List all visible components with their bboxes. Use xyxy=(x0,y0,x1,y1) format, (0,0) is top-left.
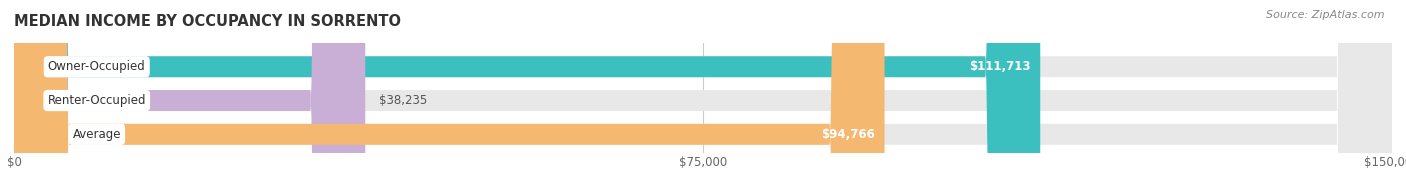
FancyBboxPatch shape xyxy=(14,0,366,196)
FancyBboxPatch shape xyxy=(14,0,1392,196)
Text: $94,766: $94,766 xyxy=(821,128,876,141)
FancyBboxPatch shape xyxy=(14,0,884,196)
FancyBboxPatch shape xyxy=(14,0,1392,196)
Text: Owner-Occupied: Owner-Occupied xyxy=(48,60,146,73)
FancyBboxPatch shape xyxy=(14,0,1392,196)
Text: $38,235: $38,235 xyxy=(380,94,427,107)
Text: $111,713: $111,713 xyxy=(970,60,1031,73)
Text: Renter-Occupied: Renter-Occupied xyxy=(48,94,146,107)
Text: Average: Average xyxy=(73,128,121,141)
Text: MEDIAN INCOME BY OCCUPANCY IN SORRENTO: MEDIAN INCOME BY OCCUPANCY IN SORRENTO xyxy=(14,14,401,29)
FancyBboxPatch shape xyxy=(14,0,1040,196)
Text: Source: ZipAtlas.com: Source: ZipAtlas.com xyxy=(1267,10,1385,20)
